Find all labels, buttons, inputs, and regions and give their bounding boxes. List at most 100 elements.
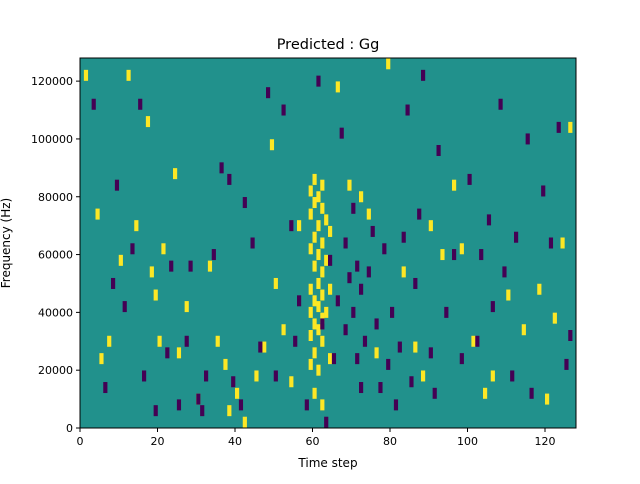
heatmap-cell-low — [320, 318, 325, 330]
heatmap-cell-high — [316, 277, 321, 289]
heatmap-cell-low — [331, 353, 337, 365]
heatmap-cell-high — [207, 260, 213, 272]
heatmap-cell-low — [510, 370, 515, 382]
heatmap-cell-low — [393, 399, 399, 411]
heatmap-cell-low — [475, 335, 480, 347]
y-tick-label: 60000 — [38, 249, 73, 262]
heatmap-cell-low — [409, 376, 414, 388]
heatmap-cell-high — [316, 191, 321, 203]
heatmap-cell-low — [188, 260, 193, 272]
plot-frame — [79, 57, 577, 429]
heatmap-cell-high — [316, 249, 321, 261]
heatmap-cell-low — [390, 306, 395, 318]
heatmap-cell-high — [126, 69, 131, 81]
heatmap-cell-low — [502, 266, 507, 278]
heatmap-cell-high — [176, 347, 182, 359]
heatmap-background — [80, 58, 576, 428]
heatmap-cell-high — [308, 358, 313, 370]
x-tick-label: 100 — [457, 435, 478, 448]
heatmap-cell-low — [467, 173, 472, 185]
heatmap-cell-high — [490, 370, 495, 382]
heatmap-cell-low — [335, 295, 340, 307]
heatmap-cell-high — [83, 69, 89, 81]
heatmap-cell-low — [541, 185, 546, 197]
y-tick-label: 120000 — [31, 75, 73, 88]
heatmap-cell-high — [312, 231, 317, 243]
heatmap-cell-high — [320, 202, 325, 214]
heatmap-cell-low — [359, 382, 364, 394]
heatmap-cell-low — [153, 405, 158, 417]
heatmap-cell-low — [397, 341, 402, 353]
heatmap-cell-low — [351, 202, 356, 214]
heatmap-cell-low — [281, 104, 286, 116]
heatmap-cell-low — [401, 231, 406, 243]
heatmap-cell-high — [308, 306, 313, 318]
heatmap-cell-high — [308, 185, 313, 197]
heatmap-cell-high — [316, 220, 321, 232]
heatmap-cell-high — [471, 335, 476, 347]
heatmap-cell-high — [324, 214, 329, 226]
heatmap-cell-high — [312, 260, 317, 272]
heatmap-cell-low — [498, 98, 503, 110]
heatmap-cell-high — [320, 237, 325, 249]
heatmap-cell-low — [204, 370, 209, 382]
heatmap-cell-high — [401, 266, 406, 278]
heatmap-cell-low — [479, 249, 484, 261]
heatmap-cell-high — [324, 254, 329, 266]
heatmap-cell-high — [312, 318, 317, 330]
heatmap-cell-high — [521, 324, 526, 336]
heatmap-cell-high — [552, 312, 557, 324]
heatmap-cell-high — [153, 289, 158, 301]
heatmap-cell-low — [378, 382, 383, 394]
heatmap-cell-high — [242, 416, 247, 428]
heatmap-cell-high — [545, 393, 550, 405]
heatmap-cell-low — [130, 243, 135, 255]
heatmap-cell-high — [568, 121, 573, 133]
heatmap-cell-high — [413, 341, 418, 353]
heatmap-cell-high — [320, 312, 325, 324]
heatmap-cell-low — [324, 416, 329, 428]
heatmap-cell-high — [134, 220, 139, 232]
heatmap-cell-high — [328, 225, 333, 237]
heatmap-cell-low — [211, 249, 216, 261]
heatmap-cell-low — [297, 295, 302, 307]
heatmap-cell-high — [215, 335, 220, 347]
heatmap-cell-low — [250, 237, 255, 249]
heatmap-cell-high — [308, 283, 313, 295]
heatmap-cell-low — [103, 382, 108, 394]
heatmap-cell-low — [432, 387, 437, 399]
heatmap-cell-low — [436, 145, 441, 156]
heatmap-cell-high — [312, 295, 317, 307]
y-tick-label: 80000 — [38, 191, 73, 204]
heatmap-cell-low — [91, 98, 96, 110]
heatmap-cell-high — [161, 243, 166, 255]
heatmap-cell-low — [138, 98, 143, 110]
heatmap-cell-low — [227, 173, 232, 185]
heatmap-cell-high — [428, 220, 433, 232]
x-tick-label: 60 — [306, 435, 320, 448]
heatmap-cell-low — [219, 162, 224, 174]
heatmap-cell-low — [258, 341, 263, 353]
heatmap-cell-high — [308, 208, 313, 220]
heatmap-cell-low — [165, 347, 170, 359]
heatmap-cell-high — [95, 208, 100, 220]
heatmap-cell-low — [374, 318, 379, 330]
heatmap-cell-low — [548, 237, 554, 249]
heatmap-cell-high — [316, 301, 321, 313]
heatmap-cell-low — [238, 399, 244, 411]
heatmap-cell-low — [351, 306, 356, 318]
heatmap-cell-high — [308, 330, 313, 341]
heatmap-cell-low — [359, 283, 364, 295]
heatmap-cell-high — [145, 116, 151, 128]
heatmap-cell-high — [289, 376, 294, 388]
heatmap-cell-high — [452, 179, 457, 191]
heatmap-cell-low — [176, 399, 182, 411]
heatmap-cell-high — [359, 191, 364, 203]
heatmap-cell-low — [114, 179, 120, 191]
x-tick-label: 80 — [383, 435, 397, 448]
heatmap-cell-low — [316, 75, 321, 87]
heatmap-cell-low — [556, 121, 561, 133]
heatmap-cell-high — [273, 277, 278, 289]
y-axis: 0 20000 40000 60000 80000 100000 120000 — [31, 75, 80, 435]
